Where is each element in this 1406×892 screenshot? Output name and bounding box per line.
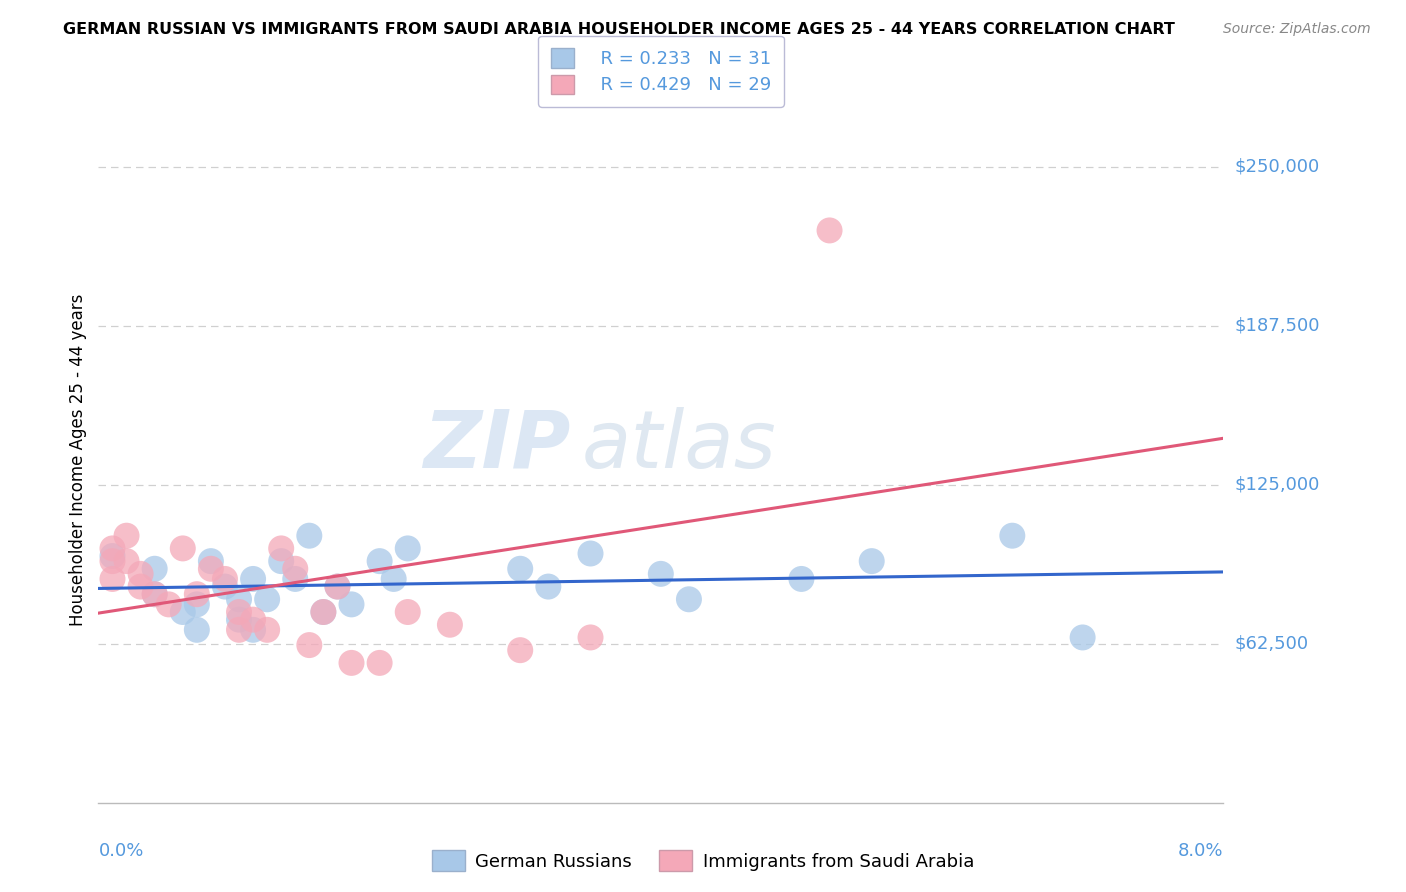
Point [312,605,335,619]
Point [228,623,250,637]
Point [537,580,560,594]
Point [1071,631,1094,645]
Y-axis label: Householder Income Ages 25 - 44 years: Householder Income Ages 25 - 44 years [69,293,87,625]
Point [270,541,292,556]
Point [143,562,166,576]
Point [678,592,700,607]
Point [101,554,124,568]
Point [368,554,391,568]
Legend: German Russians, Immigrants from Saudi Arabia: German Russians, Immigrants from Saudi A… [425,843,981,879]
Point [396,605,419,619]
Point [340,598,363,612]
Point [129,566,152,581]
Point [228,613,250,627]
Point [129,580,152,594]
Point [396,541,419,556]
Point [509,562,531,576]
Point [242,613,264,627]
Point [1001,529,1024,543]
Point [650,566,672,581]
Point [186,623,208,637]
Text: 8.0%: 8.0% [1178,842,1223,860]
Point [439,617,461,632]
Point [143,587,166,601]
Point [200,562,222,576]
Legend:   R = 0.233   N = 31,   R = 0.429   N = 29: R = 0.233 N = 31, R = 0.429 N = 29 [538,36,783,107]
Point [115,529,138,543]
Point [312,605,335,619]
Point [242,572,264,586]
Text: $62,500: $62,500 [1234,635,1309,653]
Point [298,638,321,652]
Point [270,554,292,568]
Point [101,541,124,556]
Text: Source: ZipAtlas.com: Source: ZipAtlas.com [1223,22,1371,37]
Point [157,598,180,612]
Point [186,598,208,612]
Text: ZIP: ZIP [423,407,571,484]
Point [101,572,124,586]
Point [256,592,278,607]
Text: $250,000: $250,000 [1234,158,1320,176]
Point [790,572,813,586]
Point [172,541,194,556]
Point [509,643,531,657]
Point [382,572,405,586]
Text: atlas: atlas [582,407,778,484]
Point [326,580,349,594]
Point [579,547,602,561]
Point [284,572,307,586]
Point [579,631,602,645]
Point [115,554,138,568]
Point [242,623,264,637]
Point [214,580,236,594]
Point [256,623,278,637]
Text: $187,500: $187,500 [1234,317,1320,334]
Point [284,562,307,576]
Point [143,587,166,601]
Point [214,572,236,586]
Text: 0.0%: 0.0% [98,842,143,860]
Point [101,549,124,563]
Point [172,605,194,619]
Point [860,554,883,568]
Point [298,529,321,543]
Point [228,605,250,619]
Point [368,656,391,670]
Text: GERMAN RUSSIAN VS IMMIGRANTS FROM SAUDI ARABIA HOUSEHOLDER INCOME AGES 25 - 44 Y: GERMAN RUSSIAN VS IMMIGRANTS FROM SAUDI … [63,22,1175,37]
Point [340,656,363,670]
Point [326,580,349,594]
Point [228,592,250,607]
Point [186,587,208,601]
Point [200,554,222,568]
Text: $125,000: $125,000 [1234,475,1320,494]
Point [818,223,841,237]
